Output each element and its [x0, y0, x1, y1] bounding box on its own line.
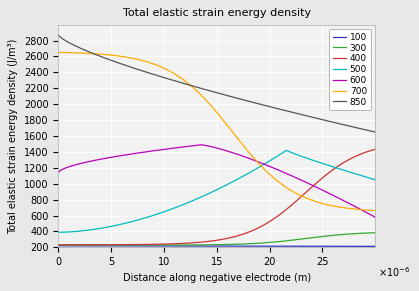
850: [316, 117, 321, 120]
Line: 700: 700: [58, 52, 375, 211]
700: [372, 209, 378, 212]
300: [244, 242, 249, 246]
850: [227, 95, 232, 98]
600: [245, 156, 250, 159]
850: [244, 99, 249, 102]
500: [366, 176, 371, 180]
600: [316, 187, 321, 190]
400: [316, 180, 321, 183]
Line: 500: 500: [58, 150, 375, 232]
500: [206, 192, 211, 195]
700: [365, 208, 370, 212]
X-axis label: Distance along negative electrode (m): Distance along negative electrode (m): [123, 273, 311, 283]
Text: $\times10^{-6}$: $\times10^{-6}$: [378, 265, 411, 279]
700: [316, 200, 321, 204]
400: [244, 231, 249, 235]
600: [199, 143, 204, 147]
100: [244, 244, 249, 248]
700: [244, 148, 249, 152]
600: [207, 144, 212, 148]
100: [365, 245, 370, 248]
400: [56, 243, 61, 246]
300: [372, 231, 378, 235]
Line: 300: 300: [58, 233, 375, 245]
100: [227, 244, 232, 248]
500: [284, 149, 289, 152]
100: [372, 245, 378, 248]
500: [227, 182, 232, 185]
850: [372, 130, 378, 134]
600: [372, 215, 378, 219]
300: [208, 243, 213, 246]
850: [365, 129, 370, 132]
Legend: 100, 300, 400, 500, 600, 700, 850: 100, 300, 400, 500, 600, 700, 850: [329, 29, 371, 110]
300: [227, 243, 232, 246]
Line: 400: 400: [58, 149, 375, 245]
700: [208, 104, 213, 107]
Y-axis label: Total elastic strain energy density (J/m³): Total elastic strain energy density (J/m…: [8, 38, 18, 234]
500: [372, 178, 378, 182]
100: [206, 244, 211, 248]
Title: Total elastic strain energy density: Total elastic strain energy density: [123, 8, 311, 18]
600: [228, 150, 233, 154]
700: [227, 127, 232, 130]
Line: 850: 850: [58, 35, 375, 132]
850: [206, 89, 211, 92]
500: [208, 191, 213, 194]
600: [366, 212, 371, 215]
400: [372, 148, 378, 151]
300: [365, 231, 370, 235]
850: [56, 33, 61, 37]
700: [206, 102, 211, 105]
500: [244, 172, 249, 176]
700: [56, 51, 61, 54]
600: [56, 171, 61, 174]
300: [316, 235, 321, 239]
100: [208, 244, 213, 248]
500: [56, 230, 61, 234]
400: [208, 239, 213, 243]
300: [56, 243, 61, 247]
850: [208, 89, 213, 93]
300: [206, 243, 211, 246]
400: [206, 239, 211, 243]
600: [209, 145, 214, 148]
100: [56, 244, 61, 248]
400: [365, 150, 370, 153]
400: [227, 236, 232, 239]
Line: 600: 600: [58, 145, 375, 217]
500: [316, 160, 321, 164]
100: [316, 244, 321, 248]
